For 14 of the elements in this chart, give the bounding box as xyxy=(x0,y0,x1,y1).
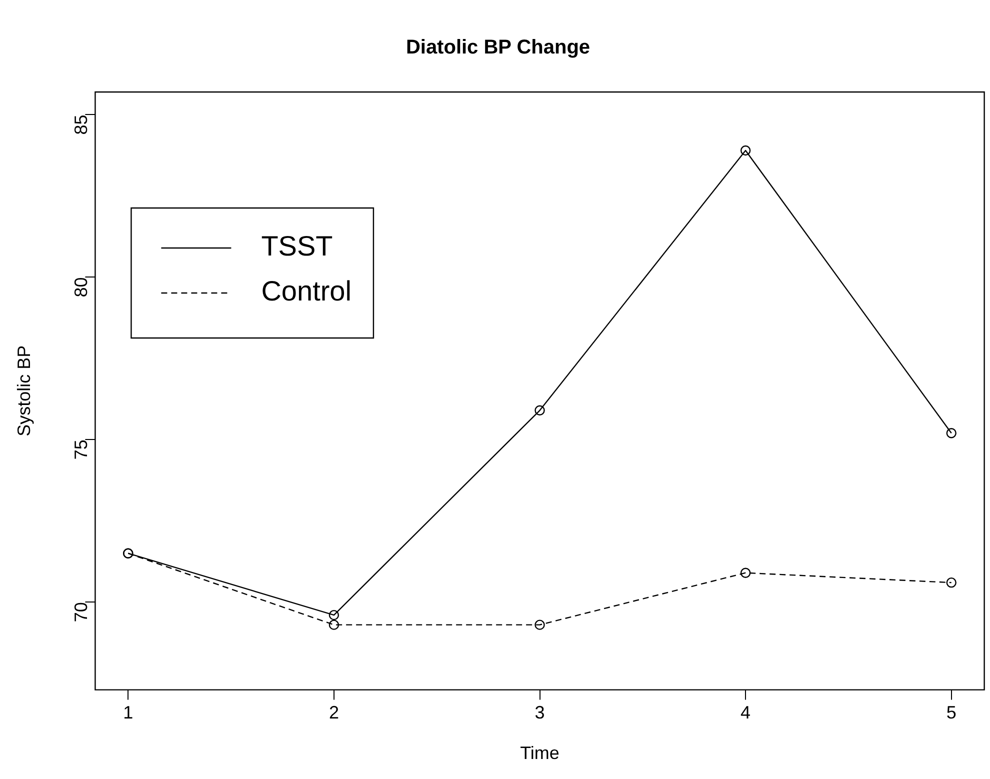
x-tick-label: 3 xyxy=(534,702,545,723)
x-tick-label: 5 xyxy=(946,702,956,723)
y-tick-label: 75 xyxy=(71,440,92,460)
legend-label: Control xyxy=(261,276,352,307)
x-axis-title: Time xyxy=(520,743,560,764)
x-tick-label: 1 xyxy=(123,702,134,723)
y-tick-label: 70 xyxy=(71,602,92,622)
legend-label: TSST xyxy=(261,230,333,262)
y-axis-title: Systolic BP xyxy=(14,345,34,436)
chart-title: Diatolic BP Change xyxy=(406,36,590,59)
y-tick-label: 85 xyxy=(71,114,92,135)
y-tick-label: 80 xyxy=(71,277,92,298)
x-tick-label: 4 xyxy=(740,702,751,723)
x-tick-label: 2 xyxy=(328,702,339,723)
